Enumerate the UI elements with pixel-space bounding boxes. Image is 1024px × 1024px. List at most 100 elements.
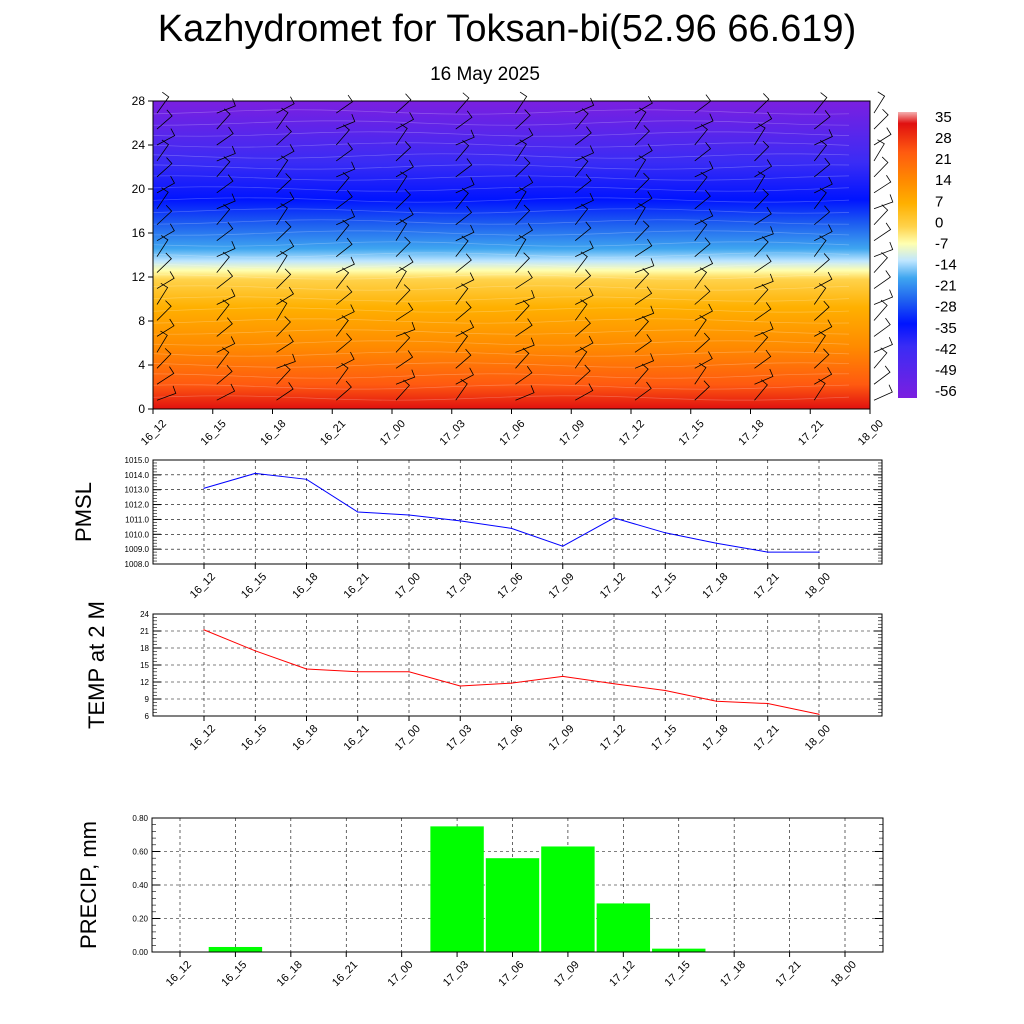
x-tick-label: 17_12 xyxy=(598,723,628,753)
wind-barb xyxy=(395,141,412,162)
x-tick-label: 17_18 xyxy=(700,723,730,753)
colorbar-label: -49 xyxy=(935,362,957,379)
wind-barb xyxy=(156,223,175,242)
wind-barb xyxy=(395,302,414,321)
wind-barb xyxy=(336,256,355,273)
wind-barb xyxy=(156,128,176,146)
y-tick-label: 0.80 xyxy=(132,814,148,823)
contour-line xyxy=(152,219,850,225)
wind-barb xyxy=(276,96,295,114)
contour-line xyxy=(152,351,850,357)
wind-barb xyxy=(455,320,475,337)
wind-barb xyxy=(336,161,356,178)
precip-bar xyxy=(596,903,651,952)
wind-barb xyxy=(754,111,773,130)
wind-barb xyxy=(276,173,292,194)
wind-barb xyxy=(575,145,595,162)
wind-barb xyxy=(216,299,230,321)
wind-barb xyxy=(216,383,236,401)
x-tick-label: 17_03 xyxy=(444,723,474,753)
wind-barb xyxy=(754,321,774,337)
wind-barb xyxy=(575,288,594,305)
contour-line xyxy=(152,208,850,214)
y-tick-label: 1009.0 xyxy=(125,545,150,554)
x-tick-label: 17_00 xyxy=(393,571,423,601)
data-point xyxy=(715,700,718,702)
wind-barb xyxy=(455,301,472,321)
wind-barb xyxy=(216,336,236,353)
wind-barb xyxy=(694,256,714,273)
contour-line xyxy=(152,175,850,181)
contour-line xyxy=(152,384,850,390)
contour-line xyxy=(152,252,850,258)
wind-barb xyxy=(694,285,711,305)
data-point xyxy=(203,629,205,631)
data-point xyxy=(254,472,256,474)
wind-barb xyxy=(634,191,653,210)
wind-barb xyxy=(754,368,774,385)
wind-barb xyxy=(336,351,355,369)
wind-barb xyxy=(455,177,475,194)
wind-barb xyxy=(873,194,894,210)
wind-barb xyxy=(694,113,714,130)
wind-barb xyxy=(515,156,531,178)
colorbar-label: 0 xyxy=(935,214,943,231)
y-tick-label: 0 xyxy=(138,402,145,416)
wind-barb xyxy=(156,366,175,385)
colorbar-label: -56 xyxy=(935,383,957,400)
wind-barb xyxy=(395,188,411,210)
wind-barb xyxy=(754,140,770,162)
wind-barb xyxy=(395,255,414,273)
wind-barb xyxy=(216,347,230,369)
wind-barb xyxy=(694,332,711,353)
wind-barb xyxy=(754,236,769,257)
wind-barb xyxy=(634,125,650,146)
wind-barb xyxy=(634,268,650,289)
wind-barb xyxy=(276,286,295,305)
panel-frame xyxy=(151,817,884,953)
wind-barb xyxy=(216,365,233,385)
wind-barb xyxy=(754,159,773,178)
wind-barb xyxy=(515,300,530,321)
y-tick-label: 1008.0 xyxy=(125,560,150,569)
wind-barb xyxy=(694,171,708,194)
wind-barb xyxy=(395,112,415,130)
wind-barb xyxy=(395,284,411,305)
wind-barb xyxy=(634,95,653,114)
wind-barb xyxy=(216,108,231,130)
data-point xyxy=(562,545,564,547)
colorbar-label: -35 xyxy=(935,320,957,337)
x-tick-label: 17_00 xyxy=(385,959,415,989)
wind-barb xyxy=(515,204,531,226)
data-point xyxy=(664,689,666,692)
wind-barb xyxy=(216,193,236,210)
wind-barb xyxy=(575,383,594,401)
y-axis-title: PMSL xyxy=(71,482,96,542)
x-tick-label: 17_15 xyxy=(663,959,693,989)
wind-barb xyxy=(276,191,295,210)
x-tick-label: 16_18 xyxy=(258,418,288,448)
x-tick-label: 16_15 xyxy=(239,571,269,601)
contour-line xyxy=(152,285,850,291)
contour-line xyxy=(152,307,850,313)
contour-line xyxy=(152,395,850,401)
x-tick-label: 18_00 xyxy=(856,418,886,448)
wind-barb xyxy=(156,109,173,130)
wind-barb xyxy=(574,251,588,273)
wind-barb xyxy=(813,253,830,273)
wind-barb xyxy=(694,124,708,146)
y-tick-label: 20 xyxy=(132,182,146,196)
wind-barb xyxy=(694,351,713,369)
colorbar-label: -7 xyxy=(935,235,948,252)
wind-barb xyxy=(455,235,469,257)
wind-barb xyxy=(515,318,533,337)
wind-barb xyxy=(754,331,769,353)
wind-barb xyxy=(156,385,177,401)
wind-barb xyxy=(515,109,531,130)
wind-barb xyxy=(276,382,294,401)
wind-barb xyxy=(335,172,350,194)
chart-date: 16 May 2025 xyxy=(430,64,540,85)
colorbar-label: -42 xyxy=(935,341,957,358)
precip-bar xyxy=(430,826,484,952)
wind-barb xyxy=(873,270,891,289)
